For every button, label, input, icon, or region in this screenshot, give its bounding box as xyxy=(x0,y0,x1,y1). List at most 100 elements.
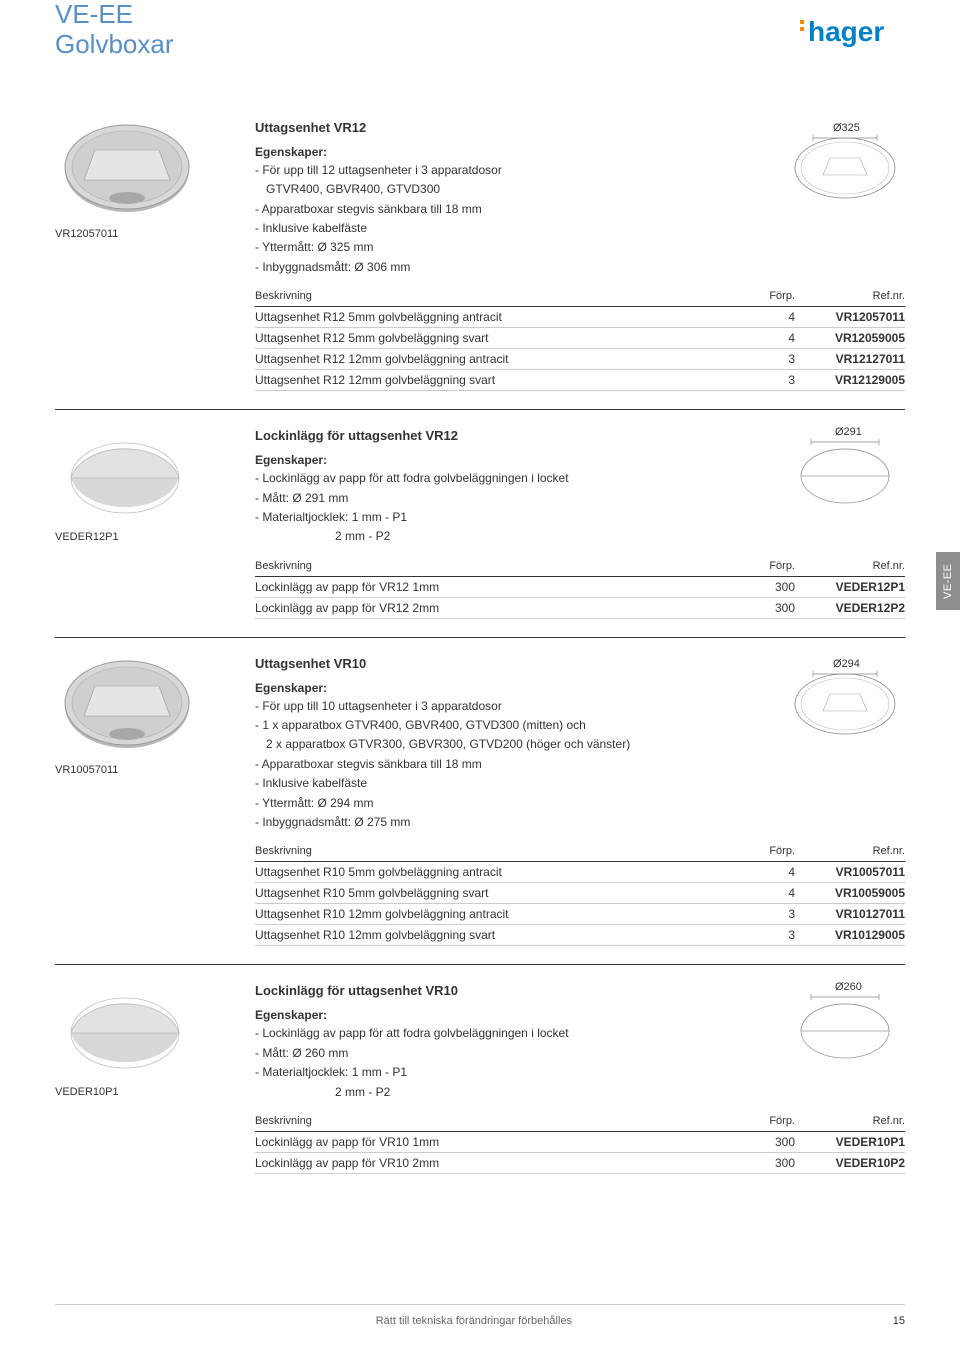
table-row: Uttagsenhet R12 5mm golvbeläggning svart… xyxy=(255,328,905,349)
cell-desc: Uttagsenhet R10 5mm golvbeläggning antra… xyxy=(255,862,735,883)
cell-ref: VR10129005 xyxy=(795,925,905,946)
table-row: Uttagsenhet R10 12mm golvbeläggning svar… xyxy=(255,925,905,946)
cell-desc: Uttagsenhet R10 12mm golvbeläggning svar… xyxy=(255,925,735,946)
prop-line: - Apparatboxar stegvis sänkbara till 18 … xyxy=(255,756,905,773)
page-header: VE-EE Golvboxar hager xyxy=(55,0,905,60)
product-table: Beskrivning Förp. Ref.nr. Uttagsenhet R1… xyxy=(255,286,905,391)
header-title: VE-EE Golvboxar xyxy=(55,0,174,60)
cell-ref: VEDER12P1 xyxy=(795,576,905,597)
cell-forp: 4 xyxy=(735,307,795,328)
cell-forp: 3 xyxy=(735,904,795,925)
table-row: Uttagsenhet R12 12mm golvbeläggning svar… xyxy=(255,370,905,391)
cell-desc: Lockinlägg av papp för VR10 1mm xyxy=(255,1131,735,1152)
product-image-round xyxy=(55,656,200,756)
table-row: Uttagsenhet R10 5mm golvbeläggning svart… xyxy=(255,883,905,904)
th-ref: Ref.nr. xyxy=(795,841,905,862)
th-desc: Beskrivning xyxy=(255,286,735,307)
image-label: VR12057011 xyxy=(55,228,240,240)
dimension-diagram: Ø260 xyxy=(785,983,905,1068)
dimension-diagram: Ø294 xyxy=(785,656,905,741)
product-section: VEDER10P1 Ø260 Lockinlägg för uttagsenhe… xyxy=(55,983,905,1174)
th-ref: Ref.nr. xyxy=(795,1111,905,1132)
cell-desc: Uttagsenhet R12 12mm golvbeläggning antr… xyxy=(255,349,735,370)
cell-forp: 300 xyxy=(735,1131,795,1152)
cell-forp: 300 xyxy=(735,1152,795,1173)
image-label: VEDER10P1 xyxy=(55,1086,240,1098)
cell-forp: 3 xyxy=(735,349,795,370)
th-ref: Ref.nr. xyxy=(795,556,905,577)
product-image-round xyxy=(55,120,200,220)
cell-ref: VR10127011 xyxy=(795,904,905,925)
section-right: Ø294 Uttagsenhet VR10 Egenskaper: - För … xyxy=(255,656,905,947)
cell-ref: VR12059005 xyxy=(795,328,905,349)
section-left: VEDER10P1 xyxy=(55,983,255,1174)
product-section: VEDER12P1 Ø291 Lockinlägg för uttagsenhe… xyxy=(55,428,905,619)
cell-ref: VR12127011 xyxy=(795,349,905,370)
th-forp: Förp. xyxy=(735,841,795,862)
product-image-flat xyxy=(55,983,195,1078)
table-row: Lockinlägg av papp för VR12 1mm 300 VEDE… xyxy=(255,576,905,597)
product-section: VR12057011 Ø325 Uttagsenhet VR12 Egenska… xyxy=(55,120,905,391)
cell-desc: Uttagsenhet R10 5mm golvbeläggning svart xyxy=(255,883,735,904)
product-section: VR10057011 Ø294 Uttagsenhet VR10 Egenska… xyxy=(55,656,905,947)
svg-text:hager: hager xyxy=(808,16,884,47)
prop-line-extra: 2 mm - P2 xyxy=(255,528,905,545)
header-line2: Golvboxar xyxy=(55,30,174,60)
prop-line: - Yttermått: Ø 294 mm xyxy=(255,795,905,812)
cell-forp: 4 xyxy=(735,862,795,883)
cell-desc: Uttagsenhet R12 5mm golvbeläggning svart xyxy=(255,328,735,349)
prop-line: - Inbyggnadsmått: Ø 275 mm xyxy=(255,814,905,831)
prop-line: - Yttermått: Ø 325 mm xyxy=(255,239,905,256)
table-row: Uttagsenhet R12 12mm golvbeläggning antr… xyxy=(255,349,905,370)
section-divider xyxy=(55,409,905,410)
product-image-flat xyxy=(55,428,195,523)
cell-desc: Lockinlägg av papp för VR10 2mm xyxy=(255,1152,735,1173)
cell-desc: Uttagsenhet R12 12mm golvbeläggning svar… xyxy=(255,370,735,391)
section-left: VEDER12P1 xyxy=(55,428,255,619)
logo: hager xyxy=(800,14,905,51)
section-right: Ø325 Uttagsenhet VR12 Egenskaper: - För … xyxy=(255,120,905,391)
product-table: Beskrivning Förp. Ref.nr. Uttagsenhet R1… xyxy=(255,841,905,946)
cell-forp: 300 xyxy=(735,597,795,618)
image-label: VEDER12P1 xyxy=(55,531,240,543)
th-forp: Förp. xyxy=(735,556,795,577)
prop-line: - Inklusive kabelfäste xyxy=(255,220,905,237)
cell-ref: VR12057011 xyxy=(795,307,905,328)
th-forp: Förp. xyxy=(735,1111,795,1132)
header-line1: VE-EE xyxy=(55,0,174,30)
cell-ref: VEDER12P2 xyxy=(795,597,905,618)
product-table: Beskrivning Förp. Ref.nr. Lockinlägg av … xyxy=(255,1111,905,1174)
section-divider xyxy=(55,964,905,965)
image-label: VR10057011 xyxy=(55,764,240,776)
product-table: Beskrivning Förp. Ref.nr. Lockinlägg av … xyxy=(255,556,905,619)
cell-desc: Lockinlägg av papp för VR12 2mm xyxy=(255,597,735,618)
prop-line: - Inbyggnadsmått: Ø 306 mm xyxy=(255,259,905,276)
cell-forp: 3 xyxy=(735,370,795,391)
cell-ref: VR10057011 xyxy=(795,862,905,883)
prop-line: - Inklusive kabelfäste xyxy=(255,775,905,792)
prop-line-extra: 2 mm - P2 xyxy=(255,1084,905,1101)
cell-ref: VR12129005 xyxy=(795,370,905,391)
th-desc: Beskrivning xyxy=(255,556,735,577)
cell-desc: Uttagsenhet R12 5mm golvbeläggning antra… xyxy=(255,307,735,328)
cell-ref: VEDER10P2 xyxy=(795,1152,905,1173)
footer-text: Rätt till tekniska förändringar förbehål… xyxy=(376,1315,572,1327)
cell-forp: 3 xyxy=(735,925,795,946)
cell-ref: VR10059005 xyxy=(795,883,905,904)
cell-forp: 300 xyxy=(735,576,795,597)
section-right: Ø291 Lockinlägg för uttagsenhet VR12 Ege… xyxy=(255,428,905,619)
cell-desc: Lockinlägg av papp för VR12 1mm xyxy=(255,576,735,597)
dimension-diagram: Ø291 xyxy=(785,428,905,513)
th-forp: Förp. xyxy=(735,286,795,307)
th-desc: Beskrivning xyxy=(255,841,735,862)
table-row: Uttagsenhet R12 5mm golvbeläggning antra… xyxy=(255,307,905,328)
section-divider xyxy=(55,637,905,638)
cell-desc: Uttagsenhet R10 12mm golvbeläggning antr… xyxy=(255,904,735,925)
table-row: Lockinlägg av papp för VR10 2mm 300 VEDE… xyxy=(255,1152,905,1173)
section-left: VR12057011 xyxy=(55,120,255,391)
section-right: Ø260 Lockinlägg för uttagsenhet VR10 Ege… xyxy=(255,983,905,1174)
page-footer: Rätt till tekniska förändringar förbehål… xyxy=(55,1304,905,1327)
page-container: VE-EE Golvboxar hager VR12057011 xyxy=(0,0,960,1357)
th-ref: Ref.nr. xyxy=(795,286,905,307)
th-desc: Beskrivning xyxy=(255,1111,735,1132)
